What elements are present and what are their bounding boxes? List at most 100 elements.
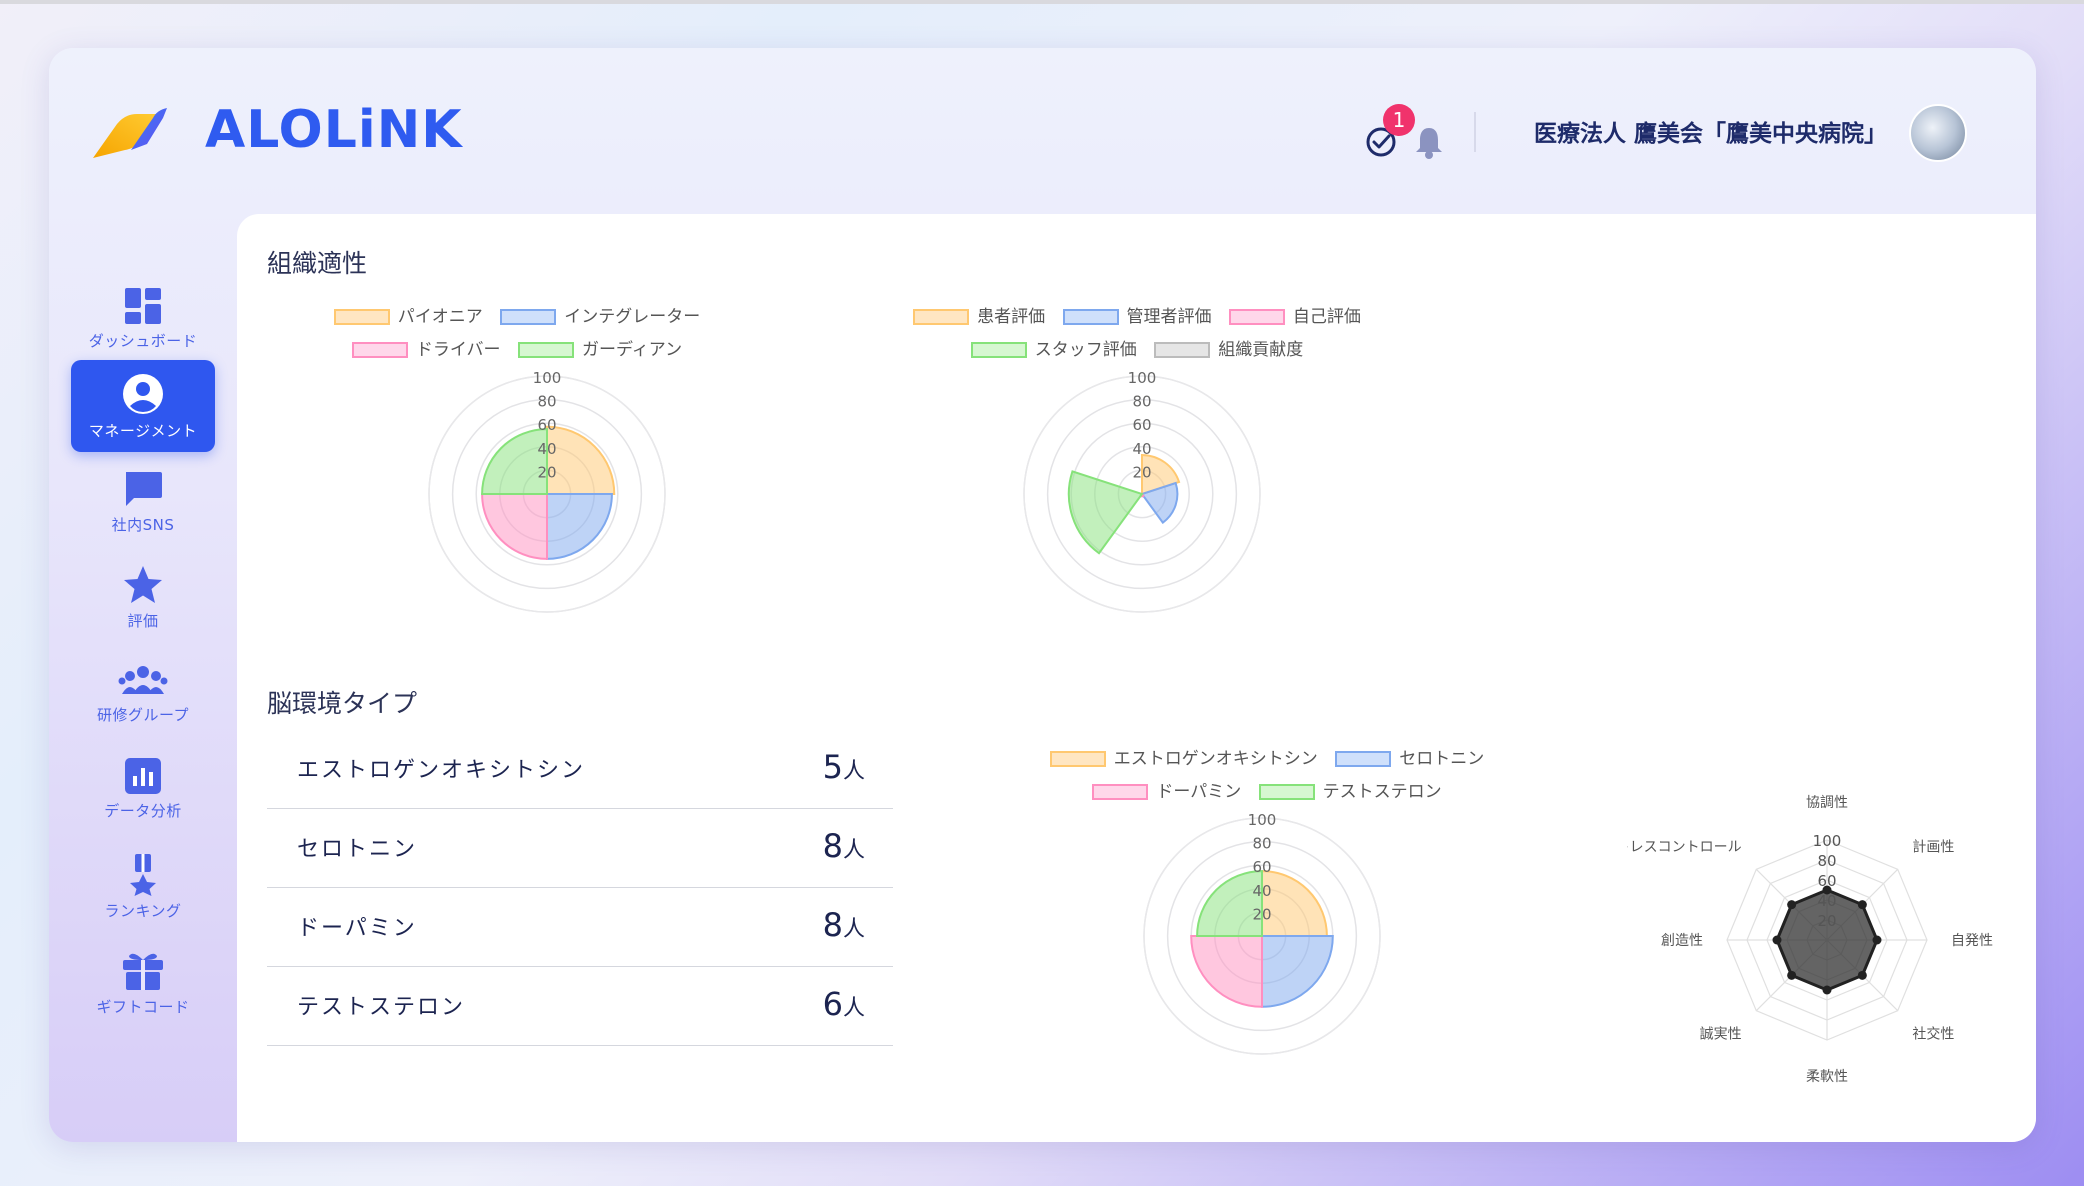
tick-label: 40 <box>537 440 556 458</box>
polar-segment[interactable] <box>1261 870 1328 937</box>
tick-label: 20 <box>1252 905 1271 923</box>
tick-label: 100 <box>1128 369 1157 387</box>
window-top-edge <box>0 0 2084 4</box>
sidebar-item-evaluation[interactable]: 評価 <box>71 552 215 644</box>
polar-chart-evaluation: 20 40 60 80 100 <box>1023 369 1261 613</box>
tick-label: 100 <box>1813 832 1842 850</box>
polar-chart-brain-type: 20 40 60 80 100 <box>1143 811 1381 1055</box>
list-item[interactable]: ドーパミン 8人 <box>267 888 893 967</box>
legend-evaluation: 患者評価 管理者評価 自己評価 スタッフ評価 組織貢献度 <box>897 302 1377 368</box>
bell-icon[interactable] <box>1413 124 1445 160</box>
legend-item[interactable]: 患者評価 <box>913 302 1045 327</box>
tick-label: 60 <box>1132 416 1151 434</box>
radar-point[interactable] <box>1822 885 1832 895</box>
brain-type-list: エストロゲンオキシトシン 5人 セロトニン 8人 ドーパミン 8人 テストステロ… <box>267 730 893 1046</box>
gift-icon <box>123 953 163 990</box>
axis-label: 創造性 <box>1661 933 1703 949</box>
grid-ring <box>451 398 643 590</box>
polar-chart-org-aptitude: 20 40 60 80 100 <box>428 369 666 613</box>
legend-item[interactable]: 自己評価 <box>1228 302 1361 327</box>
logo[interactable]: ALOLiNK <box>91 100 462 160</box>
legend-item[interactable]: インテグレーター <box>500 302 700 327</box>
sidebar-item-gift-code[interactable]: ギフトコード <box>71 936 215 1028</box>
section-title-brain: 脳環境タイプ <box>267 689 418 718</box>
legend-item[interactable]: ガーディアン <box>517 335 682 360</box>
organization-name: 医療法人 鷹美会「鷹美中央病院」 <box>1534 121 1888 147</box>
list-item[interactable]: エストロゲンオキシトシン 5人 <box>267 730 893 809</box>
task-check-icon[interactable] <box>1363 124 1399 160</box>
bar-chart-icon <box>125 758 161 794</box>
polar-segment[interactable] <box>481 428 548 495</box>
axis-label: ストレスコントロール <box>1627 840 1742 856</box>
user-circle-icon <box>123 374 163 414</box>
axis-label: 自発性 <box>1951 933 1993 949</box>
tick-label: 40 <box>1252 882 1271 900</box>
avatar[interactable] <box>1909 104 1967 162</box>
tick-label: 60 <box>1252 858 1271 876</box>
polar-segment[interactable] <box>546 425 616 495</box>
logo-text: ALOLiNK <box>205 100 463 160</box>
sidebar-item-dashboard[interactable]: ダッシュボード <box>71 274 215 366</box>
star-icon <box>124 566 162 603</box>
radar-point[interactable] <box>1822 985 1832 995</box>
tick-label: 80 <box>537 393 556 411</box>
radar-point[interactable] <box>1787 900 1797 910</box>
tick-label: 40 <box>1132 440 1151 458</box>
legend-item[interactable]: セロトニン <box>1335 744 1484 769</box>
polar-segment[interactable] <box>1140 481 1179 525</box>
medal-icon <box>130 854 156 896</box>
logo-mark-icon <box>93 108 167 158</box>
sidebar-item-ranking[interactable]: ランキング <box>71 840 215 932</box>
legend-item[interactable]: 組織貢献度 <box>1154 335 1303 360</box>
radar-point[interactable] <box>1857 970 1867 980</box>
radar-point[interactable] <box>1857 900 1867 910</box>
polar-segment[interactable] <box>1261 935 1334 1008</box>
grid-ring <box>1046 398 1238 590</box>
polar-segment[interactable] <box>546 493 613 560</box>
sidebar-item-management[interactable]: マネージメント <box>71 360 215 452</box>
legend-item[interactable]: テストステロン <box>1258 777 1442 802</box>
axis-label: 協調性 <box>1806 795 1848 811</box>
dashboard-icon <box>125 288 161 324</box>
tick-label: 20 <box>1817 912 1836 930</box>
legend-item[interactable]: 管理者評価 <box>1062 302 1212 327</box>
grid-ring <box>1166 840 1358 1032</box>
polar-segment[interactable] <box>1196 870 1263 937</box>
legend-item[interactable]: ドライバー <box>351 335 501 360</box>
sidebar-item-training-group[interactable]: 研修グループ <box>71 648 215 740</box>
legend-item[interactable]: ドーパミン <box>1092 777 1241 802</box>
header-icons: 1 <box>1363 102 1503 162</box>
header-divider <box>1474 112 1476 152</box>
notification-badge: 1 <box>1383 104 1415 136</box>
polar-segment[interactable] <box>1067 470 1144 555</box>
list-item[interactable]: セロトニン 8人 <box>267 809 893 888</box>
legend-item[interactable]: スタッフ評価 <box>970 335 1137 360</box>
legend-item[interactable]: エストロゲンオキシトシン <box>1049 744 1318 769</box>
grid-ring <box>475 422 619 566</box>
tick-label: 100 <box>1248 811 1277 829</box>
legend-brain-type: エストロゲンオキシトシン セロトニン ドーパミン テストステロン <box>1027 744 1507 810</box>
radar-point[interactable] <box>1787 970 1797 980</box>
group-icon <box>118 666 168 694</box>
tick-label: 60 <box>537 416 556 434</box>
radar-point[interactable] <box>1772 935 1782 945</box>
radar-point[interactable] <box>1872 935 1882 945</box>
axis-label: 柔軟性 <box>1806 1069 1848 1085</box>
tick-label: 20 <box>1132 463 1151 481</box>
tick-label: 100 <box>533 369 562 387</box>
axis-label: 計画性 <box>1912 840 1954 856</box>
app-window: ALOLiNK 1 医療法人 鷹美会「鷹美中央病院」 ダッシュボード <box>49 48 2036 1142</box>
tick-label: 40 <box>1817 892 1836 910</box>
tick-label: 20 <box>537 463 556 481</box>
tick-label: 80 <box>1132 393 1151 411</box>
legend-item[interactable]: パイオニア <box>333 302 483 327</box>
axis-label: 社交性 <box>1912 1025 1954 1042</box>
header: ALOLiNK 1 医療法人 鷹美会「鷹美中央病院」 <box>49 48 2036 214</box>
sidebar-item-sns[interactable]: 社内SNS <box>71 456 215 548</box>
polar-segment[interactable] <box>481 493 548 560</box>
section-title-org: 組織適性 <box>267 249 368 278</box>
polar-segment[interactable] <box>1190 935 1263 1008</box>
list-item[interactable]: テストステロン 6人 <box>267 967 893 1046</box>
sidebar-item-data-analysis[interactable]: データ分析 <box>71 744 215 836</box>
sidebar: ダッシュボード マネージメント 社内SNS 評価 <box>49 214 237 1142</box>
